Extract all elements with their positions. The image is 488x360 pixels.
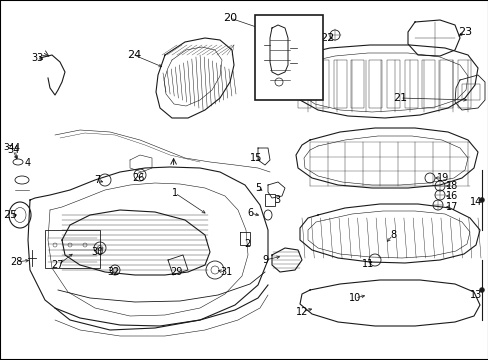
Text: 12: 12: [295, 307, 307, 317]
Text: 29: 29: [169, 267, 182, 277]
Text: 19: 19: [436, 173, 448, 183]
Text: 23: 23: [457, 27, 471, 37]
Text: 26: 26: [132, 173, 144, 183]
Bar: [264, 194, 274, 206]
Text: 5: 5: [254, 183, 261, 193]
Text: 8: 8: [389, 230, 395, 240]
Text: 3: 3: [273, 195, 280, 205]
Text: 30: 30: [91, 247, 103, 257]
Text: 21: 21: [392, 93, 406, 103]
Text: 28: 28: [10, 257, 22, 267]
Text: 24: 24: [126, 50, 141, 60]
Bar: [45, 230, 100, 268]
Text: 25: 25: [3, 210, 17, 220]
Bar: [422, 60, 434, 108]
Text: 17: 17: [445, 202, 457, 212]
Bar: [404, 60, 417, 108]
Text: 4: 4: [25, 158, 31, 168]
Text: 11: 11: [361, 259, 373, 269]
Text: 14: 14: [469, 197, 481, 207]
Text: 2: 2: [244, 239, 250, 249]
Text: 13: 13: [469, 290, 481, 300]
Bar: [315, 60, 328, 108]
Text: 32: 32: [106, 267, 119, 277]
Bar: [461, 84, 479, 100]
Bar: [457, 60, 470, 108]
Text: 18: 18: [445, 181, 457, 191]
Ellipse shape: [479, 288, 484, 292]
Bar: [350, 60, 364, 108]
Text: 31: 31: [220, 267, 232, 277]
Text: 34: 34: [7, 145, 19, 155]
Bar: [333, 60, 346, 108]
Text: 16: 16: [445, 191, 457, 201]
Text: 27: 27: [52, 260, 64, 270]
Text: 33: 33: [31, 53, 43, 63]
Text: 6: 6: [246, 208, 253, 218]
Bar: [439, 60, 452, 108]
Ellipse shape: [479, 198, 484, 202]
Bar: [368, 60, 381, 108]
Text: 20: 20: [223, 13, 237, 23]
Text: 9: 9: [262, 255, 267, 265]
Text: 10: 10: [348, 293, 360, 303]
Bar: [254, 15, 323, 100]
Text: 344: 344: [3, 144, 20, 153]
Bar: [386, 60, 399, 108]
Text: 22: 22: [319, 33, 333, 43]
Text: 1: 1: [172, 188, 178, 198]
Bar: [297, 60, 310, 108]
Text: 15: 15: [249, 153, 262, 163]
Text: 7: 7: [94, 175, 100, 185]
